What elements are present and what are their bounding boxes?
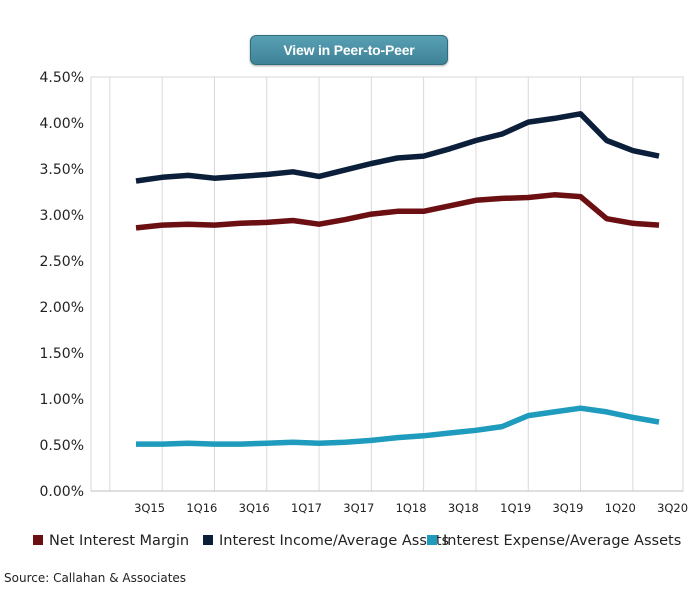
x-tick-label: 3Q15: [134, 501, 165, 515]
series-line: [136, 405, 660, 447]
x-tick-label: 1Q20: [605, 501, 636, 515]
x-tick-label: 1Q16: [186, 501, 217, 515]
series-line: [135, 111, 660, 184]
legend-swatch: [33, 535, 43, 545]
y-tick-label: 3.00%: [40, 208, 84, 224]
series-line: [135, 192, 660, 231]
view-in-peer-to-peer-button[interactable]: View in Peer-to-Peer: [250, 35, 448, 65]
x-tick-label: 3Q19: [552, 501, 583, 515]
series-lines: [135, 111, 660, 447]
source-note: Source: Callahan & Associates: [4, 571, 187, 585]
y-tick-label: 2.50%: [40, 254, 84, 270]
legend-label: Net Interest Margin: [49, 533, 189, 549]
y-tick-label: 1.50%: [40, 346, 84, 362]
x-tick-label: 1Q17: [291, 501, 322, 515]
chart-legend: Net Interest Margin Interest Income/Avera…: [33, 533, 681, 549]
y-tick-label: 4.50%: [40, 70, 84, 86]
chart-grid: [109, 77, 634, 491]
x-axis-tick-labels: 3Q15 1Q16 3Q16 1Q17 3Q17 1Q18 3Q18 1Q19 3Q19 1Q20…: [134, 501, 688, 515]
x-tick-label: 3Q17: [343, 501, 374, 515]
y-tick-label: 0.50%: [40, 438, 84, 454]
x-tick-label: 3Q18: [448, 501, 479, 515]
y-tick-label: 2.00%: [40, 300, 84, 316]
chart-axes: [90, 76, 684, 492]
y-tick-label: 1.00%: [40, 392, 84, 408]
y-axis-tick-labels: 0.00% 0.50% 1.00% 1.50% 2.00% 2.50% 3.00% 3.50%…: [40, 70, 84, 500]
x-tick-label: 3Q20: [657, 501, 688, 515]
y-tick-label: 3.50%: [40, 162, 84, 178]
legend-swatch: [427, 535, 437, 545]
x-tick-label: 1Q18: [396, 501, 427, 515]
y-tick-label: 0.00%: [40, 484, 84, 500]
x-tick-label: 1Q19: [500, 501, 531, 515]
y-tick-label: 4.00%: [40, 116, 84, 132]
plot-area-border: [90, 76, 684, 492]
legend-swatch: [203, 535, 213, 545]
legend-label: Interest Income/Average Assets: [219, 533, 449, 549]
legend-label: Interest Expense/Average Assets: [443, 533, 681, 549]
x-tick-label: 3Q16: [239, 501, 270, 515]
